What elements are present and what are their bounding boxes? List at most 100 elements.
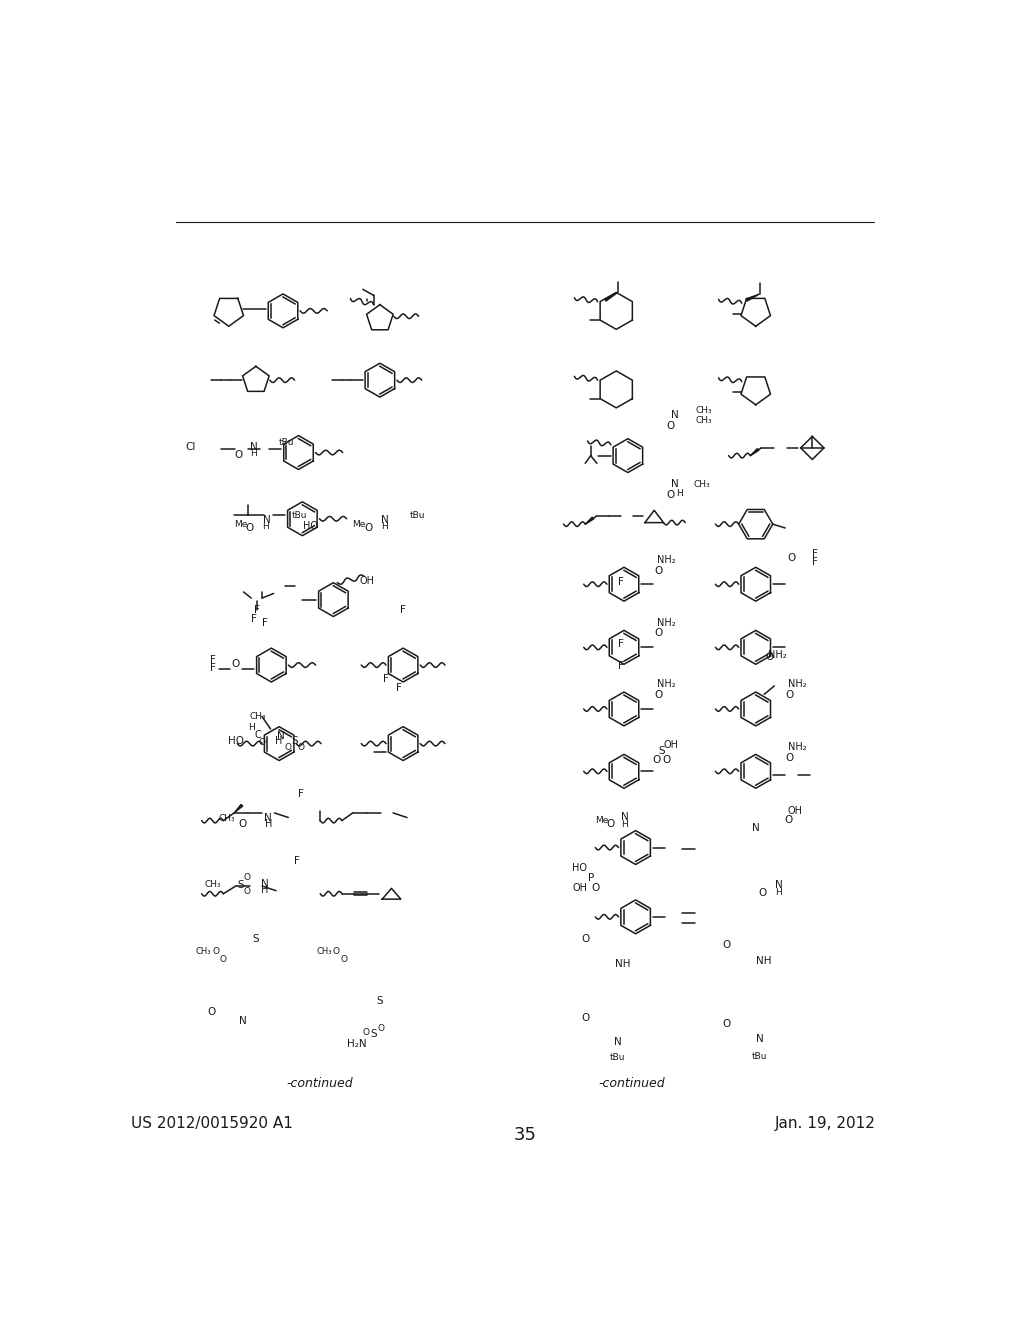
Text: O: O (766, 652, 774, 661)
Text: F: F (255, 606, 260, 615)
Text: O: O (212, 946, 219, 956)
Text: Me: Me (352, 520, 366, 528)
Text: O: O (722, 1019, 730, 1028)
Text: H: H (775, 888, 781, 898)
Text: N: N (276, 731, 285, 741)
Text: O: O (231, 659, 240, 669)
Text: CH₃: CH₃ (249, 713, 266, 721)
Text: HO: HO (303, 521, 318, 532)
Text: S: S (253, 935, 259, 944)
Text: S: S (657, 746, 665, 755)
Text: N: N (239, 1016, 247, 1026)
Text: OH: OH (787, 805, 802, 816)
Text: N: N (263, 515, 270, 525)
Text: F: F (294, 855, 300, 866)
Text: O: O (239, 820, 247, 829)
Text: US 2012/0015920 A1: US 2012/0015920 A1 (131, 1115, 293, 1131)
Text: O: O (663, 755, 671, 764)
Text: O: O (722, 940, 730, 950)
Text: H: H (275, 737, 283, 746)
Text: tBu: tBu (610, 1053, 626, 1063)
Text: H: H (262, 521, 268, 531)
Text: F: F (396, 684, 402, 693)
Text: N: N (671, 479, 678, 490)
Text: O: O (591, 883, 599, 892)
Text: H: H (676, 488, 682, 498)
Text: 35: 35 (513, 1126, 537, 1143)
Text: Jan. 19, 2012: Jan. 19, 2012 (775, 1115, 876, 1131)
Text: HO: HO (227, 737, 244, 746)
Text: HO: HO (572, 862, 588, 873)
Text: H: H (264, 818, 272, 829)
Text: -continued: -continued (287, 1077, 353, 1090)
Text: O: O (378, 1024, 385, 1034)
Text: F: F (617, 577, 624, 587)
Text: OH: OH (663, 741, 678, 750)
Polygon shape (586, 517, 594, 524)
Text: OH: OH (360, 576, 375, 586)
Text: tBu: tBu (410, 511, 426, 520)
Text: F: F (210, 663, 215, 673)
Text: NH₂: NH₂ (656, 680, 675, 689)
Text: N: N (775, 880, 783, 890)
Text: F: F (617, 661, 624, 671)
Text: N: N (381, 515, 389, 525)
Text: O: O (362, 1028, 370, 1036)
Text: F: F (812, 549, 817, 560)
Text: O: O (785, 754, 794, 763)
Text: NH: NH (756, 956, 771, 966)
Polygon shape (751, 449, 759, 455)
Text: O: O (667, 490, 675, 500)
Text: NH₂: NH₂ (656, 556, 675, 565)
Text: N: N (756, 1035, 764, 1044)
Text: F: F (210, 656, 215, 665)
Text: O: O (285, 743, 292, 752)
Text: S: S (291, 737, 298, 746)
Text: CH₃: CH₃ (218, 814, 234, 822)
Text: P: P (588, 873, 594, 883)
Text: O: O (259, 738, 265, 747)
Text: NH₂: NH₂ (788, 680, 807, 689)
Polygon shape (234, 804, 243, 813)
Text: O: O (333, 946, 340, 956)
Text: O: O (208, 1007, 216, 1016)
Text: N: N (614, 1038, 622, 1047)
Text: F: F (262, 618, 268, 628)
Text: N: N (264, 813, 272, 822)
Text: N: N (251, 442, 258, 453)
Text: O: O (667, 421, 675, 430)
Text: H: H (621, 820, 628, 829)
Text: F: F (617, 639, 624, 649)
Text: O: O (246, 523, 254, 533)
Text: NH₂: NH₂ (656, 618, 675, 628)
Text: H: H (248, 723, 255, 731)
Text: O: O (297, 743, 304, 752)
Text: H: H (250, 449, 257, 458)
Text: NH: NH (614, 958, 630, 969)
Text: -continued: -continued (598, 1077, 665, 1090)
Text: tBu: tBu (280, 438, 295, 447)
Text: CH₃: CH₃ (196, 946, 211, 956)
Text: Cl: Cl (185, 442, 196, 453)
Text: O: O (365, 523, 373, 533)
Text: Me: Me (233, 520, 247, 528)
Text: O: O (652, 755, 660, 764)
Text: O: O (234, 450, 243, 459)
Polygon shape (605, 293, 617, 301)
Text: O: O (244, 873, 251, 882)
Text: OH: OH (572, 883, 588, 892)
Text: F: F (812, 557, 817, 566)
Text: H: H (261, 884, 268, 895)
Text: O: O (785, 690, 794, 700)
Text: N: N (671, 409, 678, 420)
Text: NH₂: NH₂ (768, 649, 786, 660)
Text: N: N (621, 812, 629, 822)
Text: F: F (298, 789, 304, 800)
Text: H: H (381, 521, 388, 531)
Text: O: O (654, 566, 663, 576)
Polygon shape (745, 294, 760, 301)
Text: O: O (220, 954, 227, 964)
Text: O: O (759, 888, 767, 898)
Text: C: C (254, 730, 261, 741)
Text: tBu: tBu (292, 511, 307, 520)
